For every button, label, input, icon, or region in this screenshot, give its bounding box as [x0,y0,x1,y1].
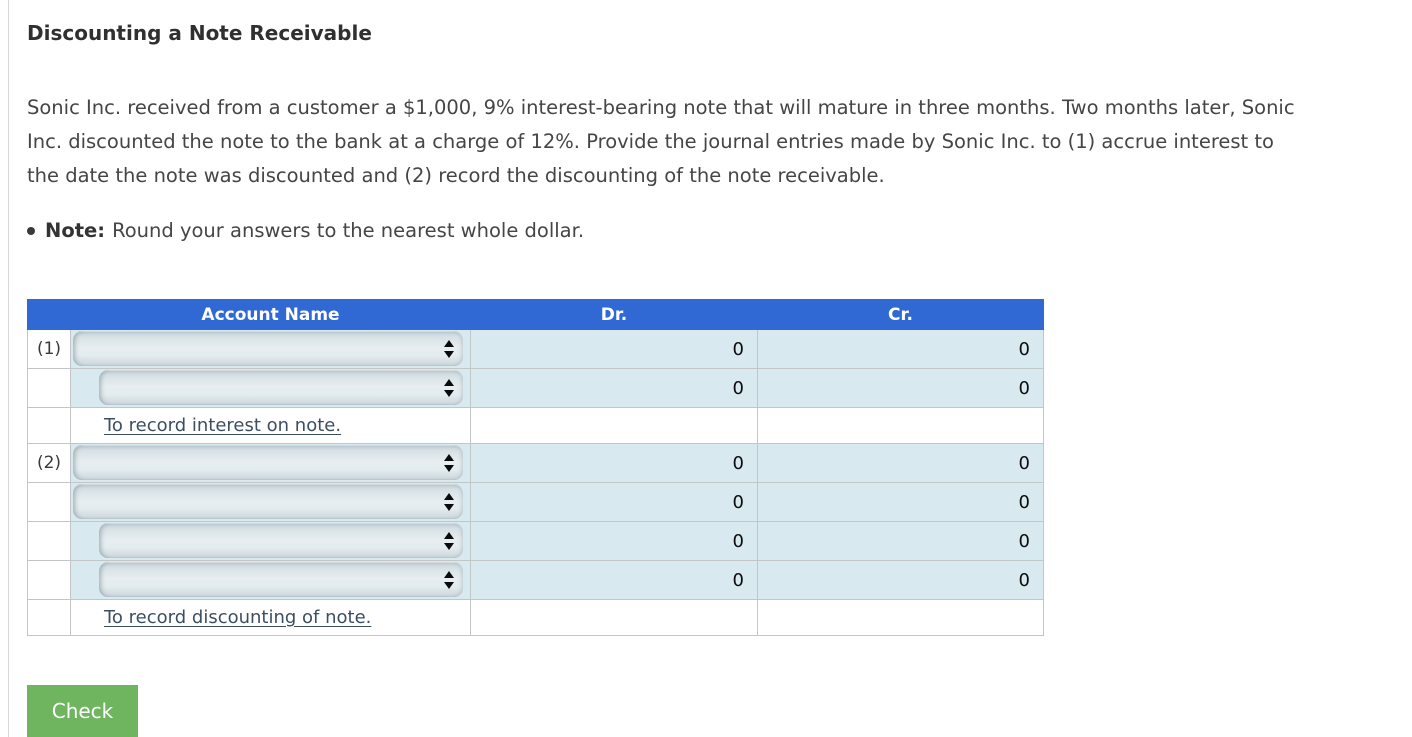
row-label: (2) [27,443,71,483]
select-arrows-icon [444,453,454,472]
row-label [27,482,71,522]
dr-input-cell[interactable]: 0 [470,482,758,522]
header-row-label [27,299,71,330]
account-select[interactable] [73,484,463,519]
table-row: (1) 0 0 [27,329,1044,369]
table-row: 0 0 [27,482,1044,522]
entry-caption: To record interest on note. [104,415,342,436]
cr-input-cell[interactable]: 0 [757,368,1044,408]
header-dr: Dr. [470,299,758,330]
cr-input-cell[interactable]: 0 [757,482,1044,522]
dr-input-cell[interactable]: 0 [470,329,758,369]
dr-blank-cell [470,407,758,444]
select-arrows-icon [444,378,454,397]
table-row: 0 0 [27,368,1044,408]
account-select[interactable] [73,331,463,366]
row-label [27,599,71,636]
bullet-icon [27,227,35,235]
table-row: 0 0 [27,560,1044,600]
check-button[interactable]: Check [27,685,138,737]
select-arrows-icon [444,570,454,589]
note-text: Round your answers to the nearest whole … [112,219,585,242]
cr-input-cell[interactable]: 0 [757,560,1044,600]
dr-input-cell[interactable]: 0 [470,560,758,600]
content-panel: Discounting a Note Receivable Sonic Inc.… [8,0,1412,737]
row-label [27,368,71,408]
select-arrows-icon [444,492,454,511]
row-label [27,560,71,600]
account-select[interactable] [73,445,463,480]
header-account-name: Account Name [70,299,471,330]
entry-caption: To record discounting of note. [104,607,372,628]
row-label [27,407,71,444]
page-title: Discounting a Note Receivable [27,21,372,45]
dr-input-cell[interactable]: 0 [470,521,758,561]
cr-input-cell[interactable]: 0 [757,521,1044,561]
table-row: To record discounting of note. [27,599,1044,636]
account-select[interactable] [99,370,463,405]
row-label [27,521,71,561]
header-cr: Cr. [757,299,1044,330]
account-select[interactable] [99,523,463,558]
dr-blank-cell [470,599,758,636]
table-row: 0 0 [27,521,1044,561]
note-label: Note: [45,219,106,242]
table-header-row: Account Name Dr. Cr. [27,299,1044,330]
row-label: (1) [27,329,71,369]
dr-input-cell[interactable]: 0 [470,443,758,483]
journal-entry-table: Account Name Dr. Cr. (1) 0 0 [27,299,1044,636]
problem-text: Sonic Inc. received from a customer a $1… [27,96,1295,187]
account-select[interactable] [99,562,463,597]
cr-input-cell[interactable]: 0 [757,329,1044,369]
cr-blank-cell [757,599,1044,636]
select-arrows-icon [444,531,454,550]
cr-input-cell[interactable]: 0 [757,443,1044,483]
select-arrows-icon [444,339,454,358]
note-line: Note: Round your answers to the nearest … [27,216,1412,246]
cr-blank-cell [757,407,1044,444]
dr-input-cell[interactable]: 0 [470,368,758,408]
table-row: To record interest on note. [27,407,1044,444]
table-row: (2) 0 0 [27,443,1044,483]
